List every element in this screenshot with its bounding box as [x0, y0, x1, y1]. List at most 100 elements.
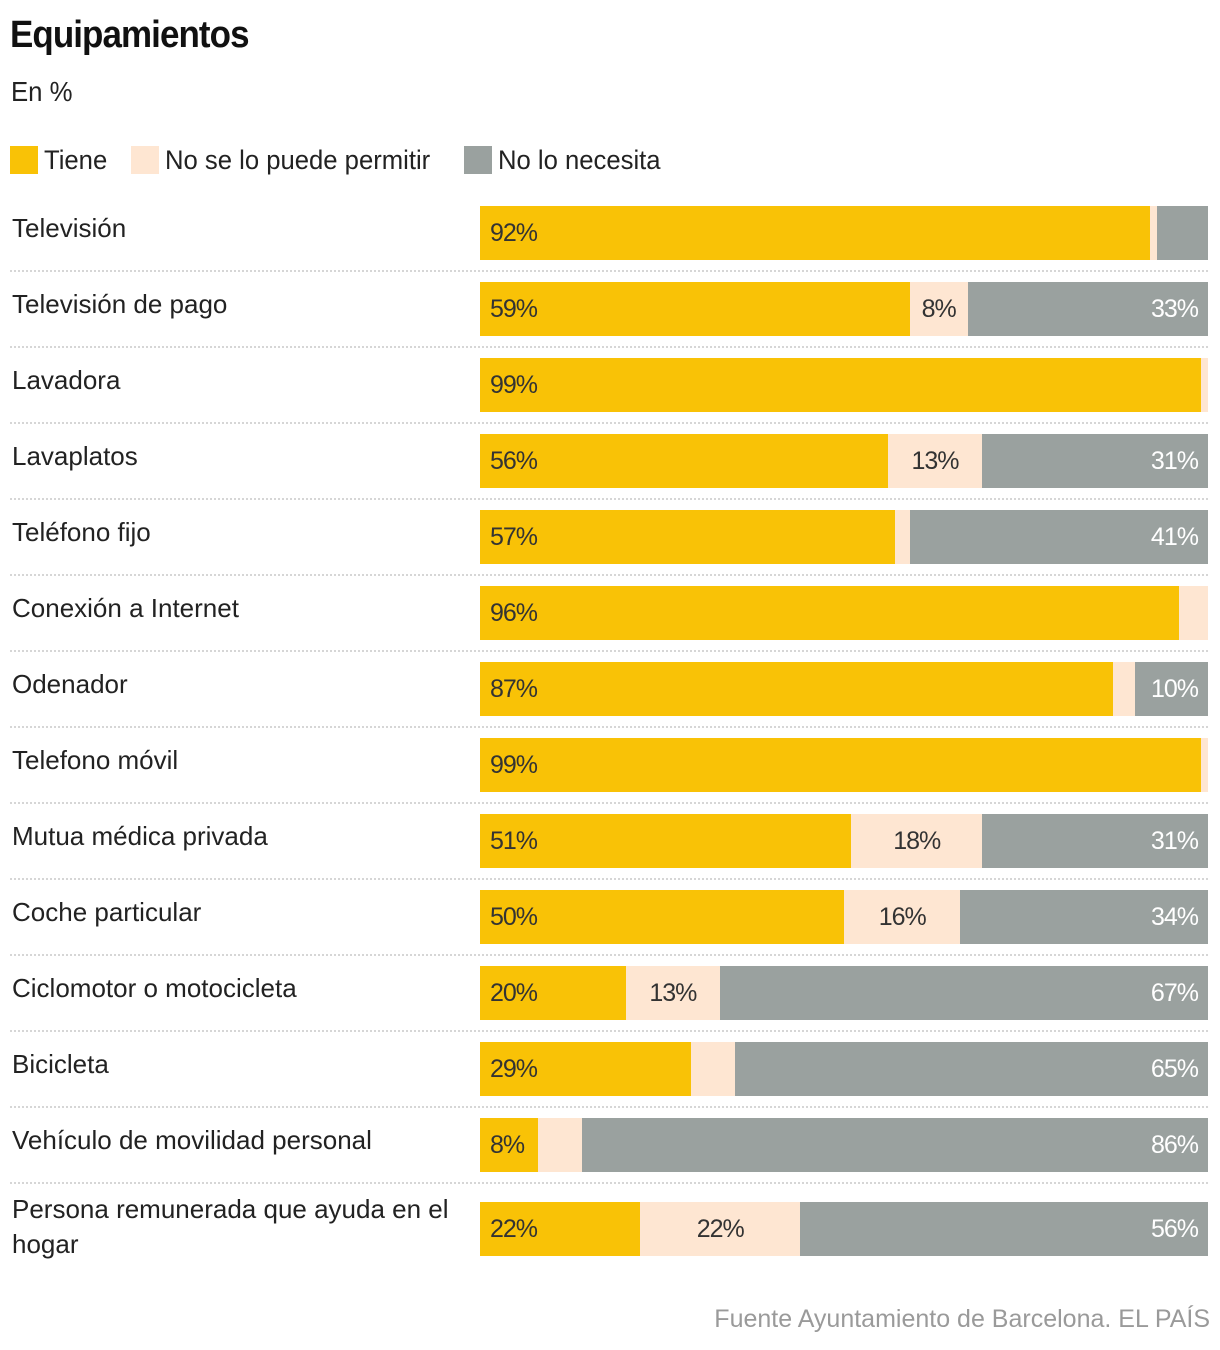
category-label: Bicicleta	[12, 1049, 109, 1079]
category-label: Odenador	[12, 669, 128, 699]
stacked-bar: 96%	[480, 586, 1208, 640]
bar-segment-no-se-lo-puede-permitir	[1113, 662, 1136, 716]
data-label: 92%	[490, 218, 538, 247]
bar-segment-no-lo-necesita: 86%	[581, 1118, 1208, 1172]
data-label: 33%	[1150, 294, 1199, 323]
bar-segment-tiene: 96%	[480, 586, 1179, 640]
stacked-bar: 56% 13% 31%	[480, 434, 1208, 488]
bar-segment-tiene: 56%	[480, 434, 888, 488]
row-separator	[10, 878, 1208, 880]
bar-segment-tiene: 92%	[480, 206, 1150, 260]
row-separator	[10, 954, 1208, 956]
bar-segment-no-lo-necesita	[1157, 206, 1208, 260]
chart-subtitle: En %	[11, 76, 73, 107]
bar-segment-tiene: 87%	[480, 662, 1114, 716]
data-label: 50%	[490, 902, 538, 931]
data-label: 22%	[490, 1214, 538, 1243]
bar-segment-tiene: 22%	[480, 1202, 641, 1256]
data-label: 20%	[490, 978, 538, 1007]
category-label: Telefono móvil	[12, 745, 179, 775]
row-separator	[10, 498, 1208, 500]
legend-swatch-tiene	[10, 146, 38, 174]
bar-segment-tiene: 8%	[480, 1118, 539, 1172]
bar-segment-no-se-lo-puede-permitir: 13%	[625, 966, 721, 1020]
data-label: 34%	[1150, 902, 1199, 931]
bar-segment-no-se-lo-puede-permitir	[1178, 586, 1208, 640]
category-label: Mutua médica privada	[12, 821, 268, 851]
category-label: Teléfono fijo	[12, 517, 151, 547]
bar-segment-tiene: 51%	[480, 814, 852, 868]
row-separator	[10, 422, 1208, 424]
source-credit: Fuente Ayuntamiento de Barcelona. EL PAÍ…	[714, 1305, 1210, 1333]
legend-item-tiene: Tiene	[10, 145, 111, 176]
stacked-bar: 57% 41%	[480, 510, 1208, 564]
legend-item-no-se-lo-puede-permitir: No se lo puede permitir	[130, 145, 444, 176]
data-label: 57%	[490, 522, 538, 551]
stacked-bar: 59% 8% 33%	[480, 282, 1208, 336]
row-separator	[10, 346, 1208, 348]
bar-segment-no-lo-necesita: 56%	[800, 1202, 1208, 1256]
bar-segment-no-se-lo-puede-permitir: 13%	[887, 434, 983, 488]
stacked-bar: 99%	[480, 358, 1208, 412]
category-label: Conexión a Internet	[12, 593, 239, 623]
row-separator	[10, 574, 1208, 576]
data-label: 51%	[490, 826, 538, 855]
stacked-bar: 29% 65%	[480, 1042, 1208, 1096]
legend-label-tiene: Tiene	[44, 144, 108, 175]
bar-segment-tiene: 99%	[480, 738, 1201, 792]
bar-segment-tiene: 50%	[480, 890, 844, 944]
row-separator	[10, 650, 1208, 652]
data-label: 22%	[696, 1214, 745, 1243]
data-label: 13%	[649, 978, 697, 1007]
row-separator	[10, 1182, 1208, 1184]
data-label: 65%	[1150, 1054, 1199, 1083]
legend-item-no-lo-necesita: No lo necesita	[463, 144, 669, 176]
category-label: Vehículo de movilidad personal	[12, 1125, 372, 1155]
bar-segment-no-se-lo-puede-permitir	[1200, 738, 1208, 792]
bar-segment-tiene: 57%	[480, 510, 895, 564]
stacked-bar: 22% 22% 56%	[480, 1202, 1208, 1256]
data-label: 13%	[911, 446, 959, 475]
stacked-bar: 87% 10%	[480, 662, 1208, 716]
bar-segment-no-lo-necesita: 33%	[967, 282, 1208, 336]
data-label: 67%	[1150, 978, 1199, 1007]
category-label: Persona remunerada que ayuda en el hogar	[12, 1194, 449, 1259]
data-label: 56%	[1150, 1214, 1199, 1243]
bar-segment-no-lo-necesita: 65%	[734, 1042, 1208, 1096]
bar-segment-tiene: 20%	[480, 966, 626, 1020]
stacked-bar: 8% 86%	[480, 1118, 1208, 1172]
bar-segment-no-lo-necesita: 10%	[1135, 662, 1208, 716]
data-label: 87%	[490, 674, 538, 703]
bar-segment-tiene: 29%	[480, 1042, 692, 1096]
row-separator	[10, 270, 1208, 272]
bar-segment-no-se-lo-puede-permitir: 16%	[844, 890, 961, 944]
category-label: Coche particular	[12, 897, 202, 927]
category-label: Televisión	[12, 213, 127, 243]
bar-segment-no-se-lo-puede-permitir	[538, 1118, 582, 1172]
stacked-bar: 92%	[480, 206, 1208, 260]
bar-segment-no-lo-necesita: 67%	[720, 966, 1208, 1020]
bar-segment-no-lo-necesita: 34%	[960, 890, 1208, 944]
bar-segment-no-se-lo-puede-permitir: 22%	[640, 1202, 801, 1256]
stacked-bar: 50% 16% 34%	[480, 890, 1208, 944]
data-label: 31%	[1150, 446, 1199, 475]
data-label: 10%	[1150, 674, 1199, 703]
bar-segment-no-se-lo-puede-permitir	[1149, 206, 1158, 260]
category-label: Lavadora	[12, 365, 121, 395]
data-label: 18%	[893, 826, 941, 855]
data-label: 96%	[490, 598, 538, 627]
bar-segment-tiene: 59%	[480, 282, 910, 336]
stacked-bar: 20% 13% 67%	[480, 966, 1208, 1020]
bar-segment-no-se-lo-puede-permitir	[1200, 358, 1208, 412]
bar-segment-no-lo-necesita: 41%	[909, 510, 1208, 564]
legend-label-no-lo-necesita: No lo necesita	[497, 144, 661, 175]
legend-swatch-no-se-lo-puede-permitir	[130, 146, 159, 174]
bar-segment-no-lo-necesita: 31%	[982, 814, 1208, 868]
data-label: 59%	[490, 294, 538, 323]
stacked-bar: 51% 18% 31%	[480, 814, 1208, 868]
bar-segment-no-se-lo-puede-permitir	[691, 1042, 735, 1096]
legend-swatch-no-lo-necesita	[463, 146, 492, 174]
data-label: 56%	[490, 446, 538, 475]
data-label: 41%	[1150, 522, 1199, 551]
data-label: 31%	[1150, 826, 1199, 855]
